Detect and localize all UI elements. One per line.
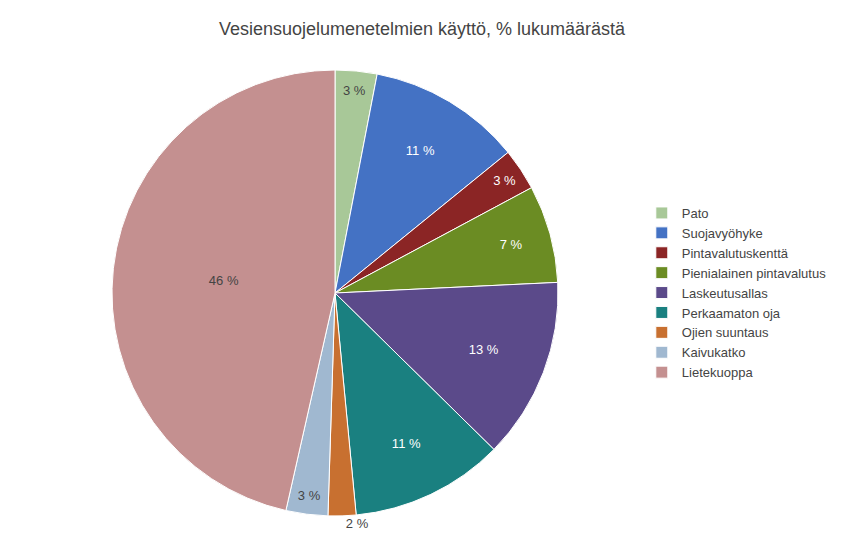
svg-text:3 %: 3 % [343,83,366,98]
svg-text:Suojavyöhyke: Suojavyöhyke [682,226,763,241]
svg-text:11 %: 11 % [392,436,421,451]
svg-text:7 %: 7 % [500,237,523,252]
svg-text:11 %: 11 % [406,143,435,158]
svg-text:3 %: 3 % [493,173,516,188]
svg-text:Lietekuoppa: Lietekuoppa [682,365,754,380]
svg-text:Perkaamaton oja: Perkaamaton oja [682,306,781,321]
svg-text:3 %: 3 % [298,488,321,503]
svg-text:Vesiensuojelumenetelmien käytt: Vesiensuojelumenetelmien käyttö, % lukum… [219,19,626,39]
svg-text:13 %: 13 % [469,342,499,357]
svg-text:Pintavalutuskenttä: Pintavalutuskenttä [682,246,789,261]
svg-text:Laskeutusallas: Laskeutusallas [682,286,768,301]
svg-text:2 %: 2 % [346,516,369,531]
svg-text:Kaivukatko: Kaivukatko [682,345,746,360]
svg-text:Pienialainen pintavalutus: Pienialainen pintavalutus [682,266,826,281]
svg-text:Ojien suuntaus: Ojien suuntaus [682,325,769,340]
svg-text:Pato: Pato [682,206,709,221]
svg-text:46 %: 46 % [209,273,239,288]
